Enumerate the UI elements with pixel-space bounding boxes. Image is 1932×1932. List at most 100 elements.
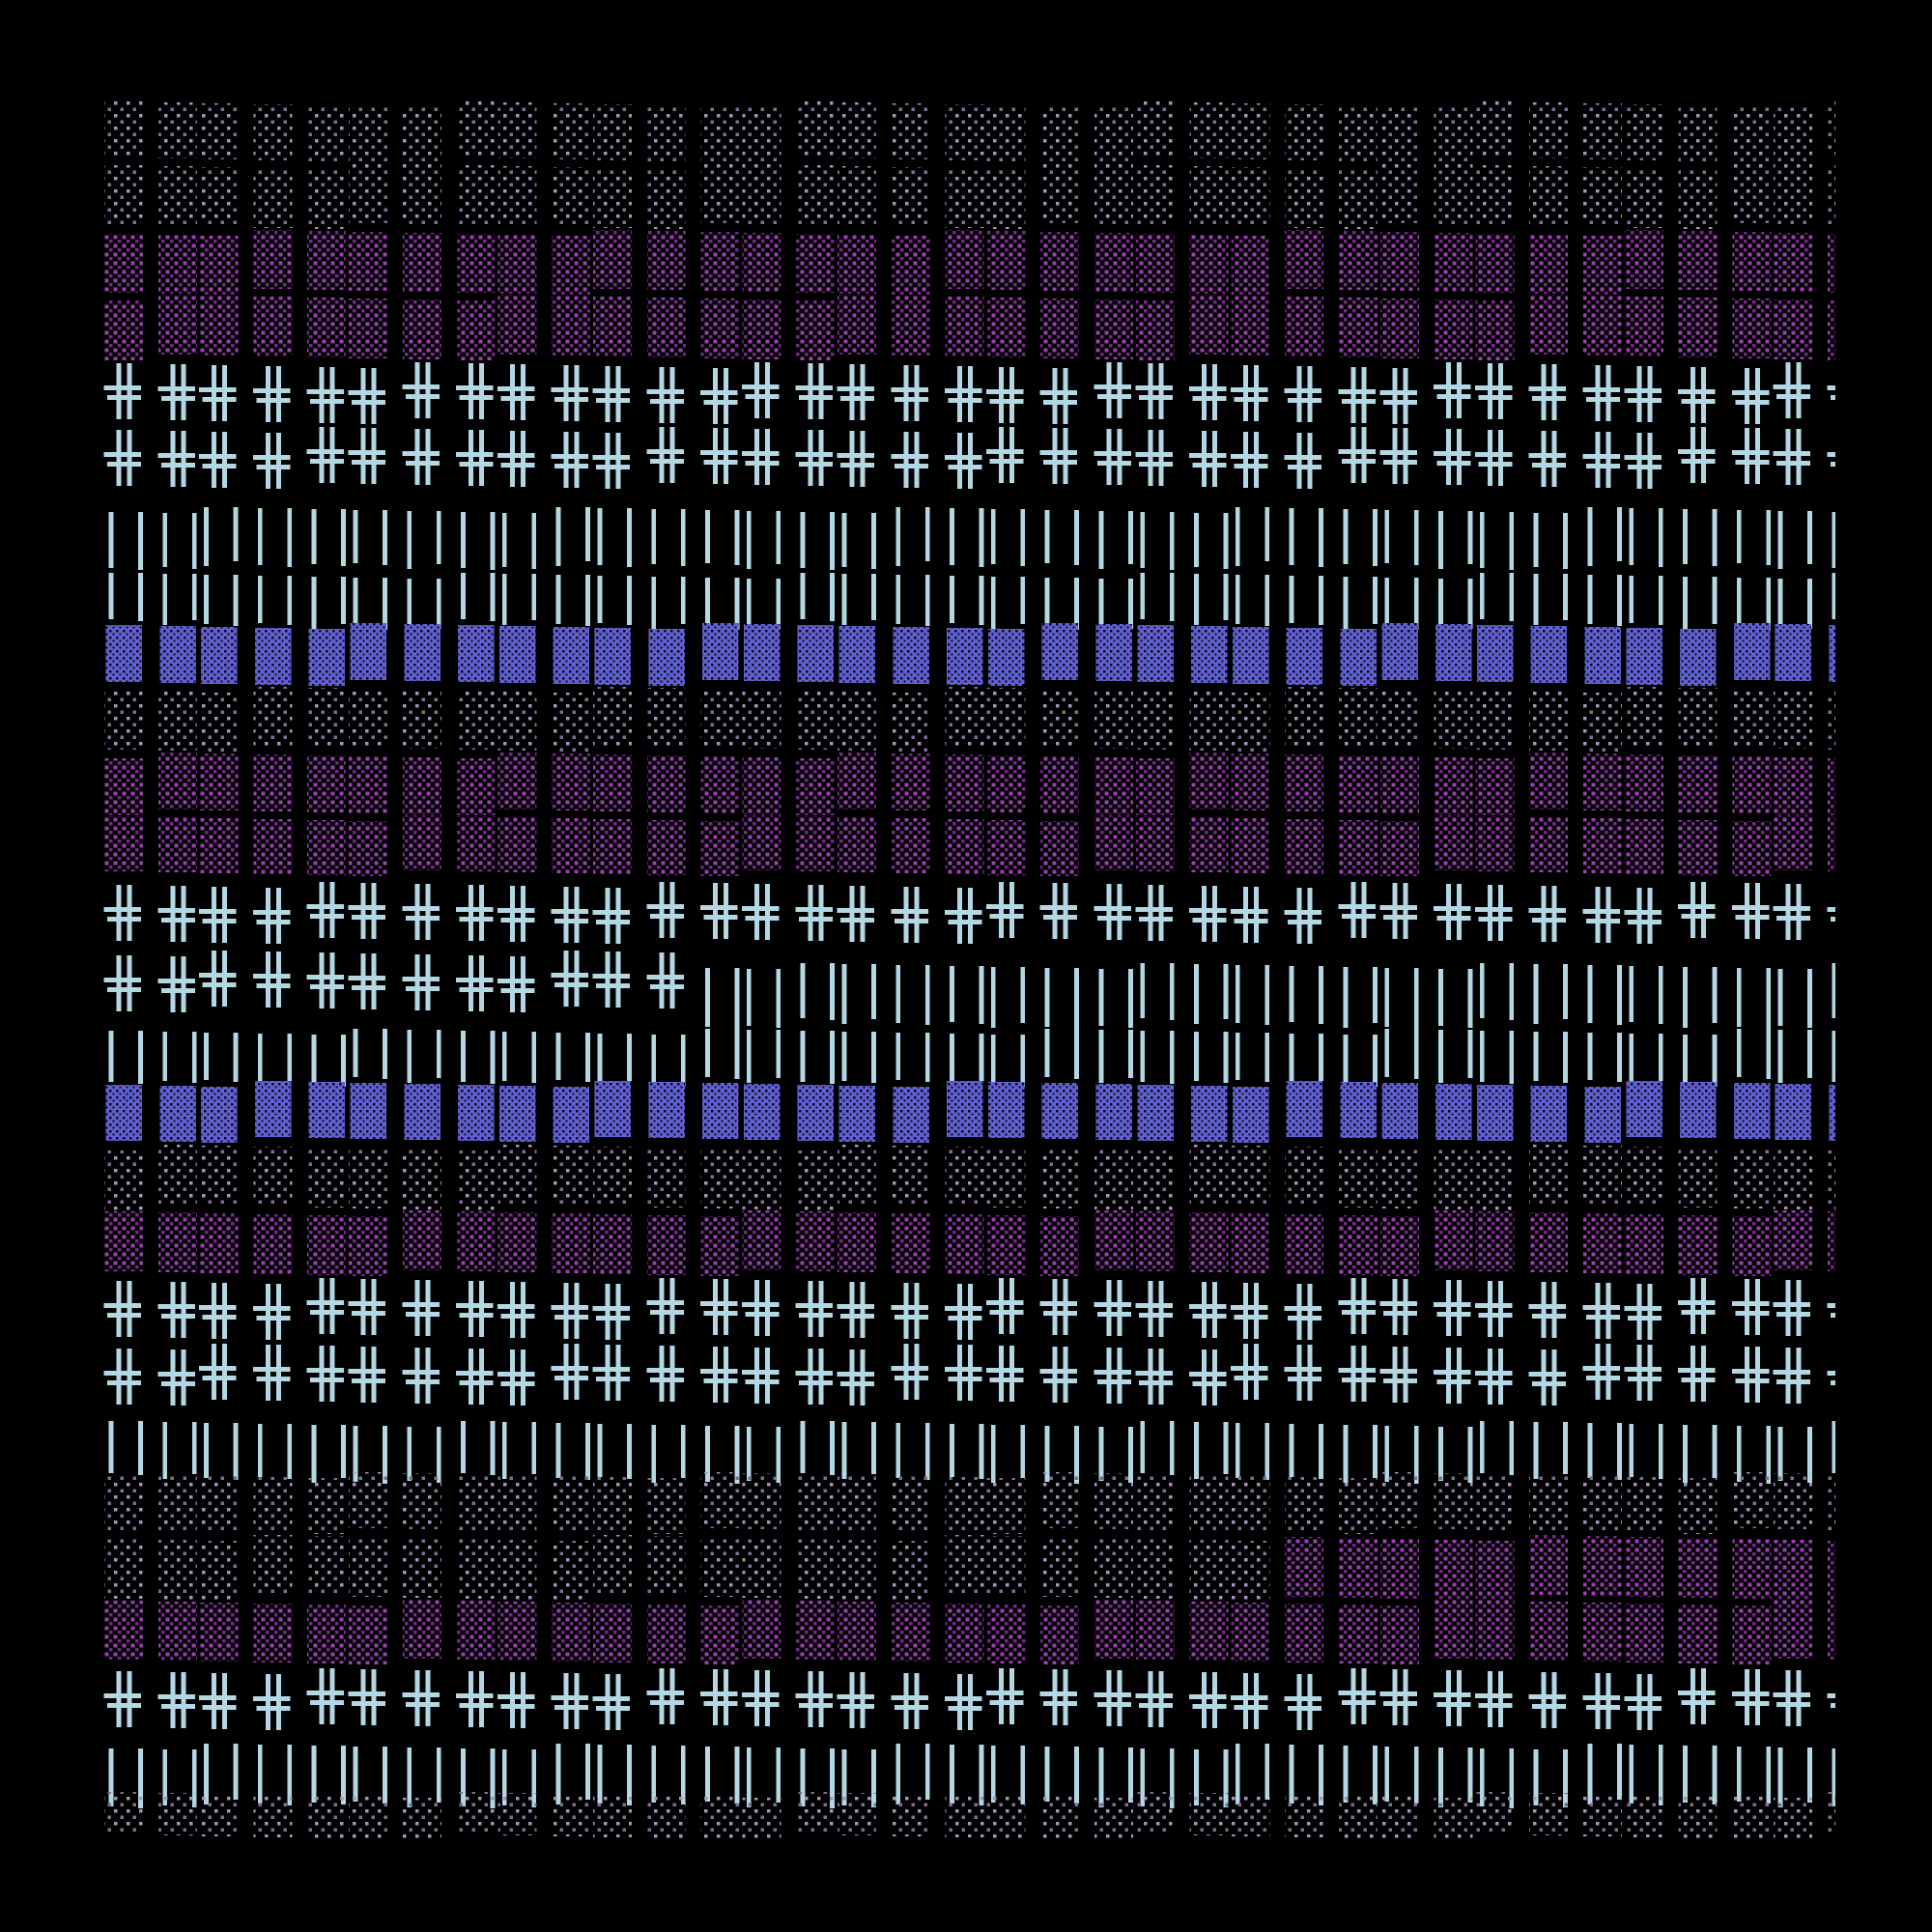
band-dots-lavender <box>1040 1472 1080 1528</box>
band-dots-purple <box>402 299 441 359</box>
band-lines <box>1319 1034 1323 1081</box>
band-lines <box>895 575 901 624</box>
band-lines <box>1509 512 1515 570</box>
band-lines <box>1533 1032 1539 1081</box>
band-dots-purple <box>157 817 197 872</box>
band-lines <box>734 578 740 630</box>
band-dots-purple <box>593 1214 632 1274</box>
band-dots-purple <box>891 1603 930 1662</box>
band-dots-lavender <box>456 165 496 225</box>
band-block-blue <box>1232 1087 1269 1143</box>
band-dots-lavender <box>796 691 836 750</box>
band-lines <box>1384 1747 1390 1802</box>
band-dots-lavender <box>1135 165 1175 225</box>
band-lines <box>353 578 358 628</box>
band-dots-purple <box>1828 234 1835 293</box>
band-dots-purple <box>104 816 143 871</box>
band-lines <box>776 1747 781 1803</box>
band-dots-lavender <box>157 1475 197 1531</box>
band-lines <box>1438 1427 1443 1481</box>
band-dots-purple <box>1828 1601 1835 1660</box>
band-lines <box>1074 1426 1079 1484</box>
band-dots-lavender <box>838 692 876 751</box>
band-dots-lavender <box>1828 165 1835 225</box>
band-dots-lavender <box>646 688 686 747</box>
band-lines <box>555 1744 561 1804</box>
band-lines <box>830 1421 835 1475</box>
band-lines <box>1479 1031 1485 1082</box>
band-lines <box>1074 968 1079 1029</box>
band-dots-lavender <box>1135 1151 1175 1210</box>
band-dots-lavender <box>1678 688 1718 747</box>
band-dots-purple <box>1774 757 1813 814</box>
band-lines <box>1479 1748 1485 1806</box>
band-lines <box>436 1427 441 1483</box>
band-dots-purple <box>1828 1541 1835 1601</box>
band-dots-lavender <box>456 1539 496 1599</box>
band-dots-lavender <box>253 1795 293 1837</box>
band-lines <box>1128 511 1133 564</box>
band-dots-lavender <box>402 1473 441 1529</box>
band-lines <box>436 511 441 564</box>
band-lines <box>407 579 412 627</box>
band-lines <box>1617 1744 1622 1800</box>
band-dots-purple <box>1678 1605 1718 1663</box>
band-dots-lavender <box>552 1476 591 1532</box>
band-block-blue <box>404 1084 440 1140</box>
band-dots-lavender <box>593 1535 632 1595</box>
band-lines <box>895 1423 901 1478</box>
band-lines <box>1467 1427 1473 1483</box>
band-dots-lavender <box>1828 101 1835 157</box>
band-lines <box>1807 579 1812 629</box>
band-dots-lavender <box>986 1148 1026 1208</box>
band-lines <box>341 1035 346 1087</box>
band-lines <box>1128 579 1133 629</box>
band-lines <box>597 576 603 623</box>
band-dots-purple <box>402 1600 441 1659</box>
band-dots-purple <box>1231 818 1270 873</box>
band-dots-purple <box>1285 1214 1324 1274</box>
band-block-blue <box>1775 1084 1812 1140</box>
band-dots-purple <box>1583 296 1622 355</box>
band-lines <box>1373 967 1378 1023</box>
band-dots-purple <box>1094 299 1133 359</box>
band-dots-lavender <box>552 1541 591 1601</box>
band-lines <box>1098 1427 1104 1481</box>
band-dots-purple <box>1189 753 1229 810</box>
band-dots-lavender <box>742 1538 781 1598</box>
band-lines <box>1712 1746 1718 1804</box>
band-dots-purple <box>456 758 496 815</box>
band-dots-purple <box>1434 1210 1473 1270</box>
band-lines <box>1194 574 1199 625</box>
band-lines <box>776 579 781 629</box>
band-dots-lavender <box>646 1536 686 1596</box>
band-dots-lavender <box>700 1149 740 1208</box>
band-dots-lavender <box>253 687 293 746</box>
band-lines <box>1020 509 1026 566</box>
band-dots-lavender <box>986 1536 1026 1596</box>
band-lines <box>257 576 263 623</box>
band-dots-purple <box>253 754 293 811</box>
band-block-blue <box>893 1087 929 1143</box>
band-lines <box>1384 968 1390 1027</box>
band-dots-lavender <box>552 1794 591 1836</box>
band-lines <box>1563 1749 1568 1807</box>
band-lines <box>1373 509 1378 566</box>
band-dots-purple <box>986 1605 1026 1663</box>
band-lines <box>1044 1747 1050 1802</box>
band-block-blue <box>1095 624 1132 681</box>
band-dots-purple <box>1135 758 1175 815</box>
band-dots-lavender <box>1624 104 1663 160</box>
band-lines <box>1629 1745 1634 1804</box>
band-dots-purple <box>593 1604 632 1662</box>
band-lines <box>531 574 537 620</box>
band-dots-lavender <box>1040 163 1080 223</box>
band-lines <box>705 578 710 628</box>
band-block-blue <box>648 1082 685 1138</box>
band-dots-lavender <box>1678 1796 1718 1838</box>
band-dots-purple <box>1231 753 1270 810</box>
band-lines <box>353 1747 358 1802</box>
band-block-blue <box>159 1086 196 1142</box>
band-lines <box>311 577 317 629</box>
